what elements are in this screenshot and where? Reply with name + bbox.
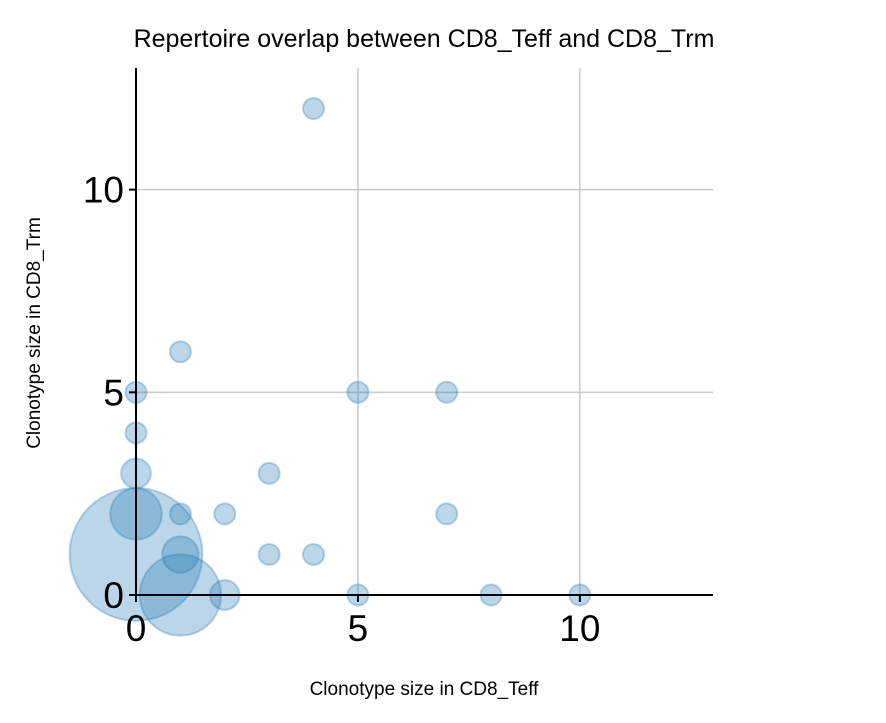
x-tick-label-0: 0: [126, 608, 147, 649]
data-point-4: [435, 380, 459, 404]
y-tick-label-10: 10: [83, 170, 124, 211]
data-point-7: [257, 461, 281, 485]
data-point-11: [435, 502, 459, 526]
y-tick-label-5: 5: [103, 372, 124, 413]
data-points: [68, 97, 592, 637]
data-point-15: [302, 542, 326, 566]
chart-title: Repertoire overlap between CD8_Teff and …: [134, 25, 715, 53]
data-point-0: [302, 97, 326, 121]
data-point-3: [346, 380, 370, 404]
data-point-9: [168, 502, 192, 526]
x-tick-label-5: 5: [348, 608, 369, 649]
y-tick-label-0: 0: [103, 575, 124, 616]
x-tick-label-10: 10: [559, 608, 600, 649]
data-point-14: [257, 542, 281, 566]
y-axis-label: Clonotype size in CD8_Trm: [24, 217, 45, 449]
data-point-13: [161, 535, 200, 574]
axis-ticks: 0 5 10 0 5 10: [83, 170, 601, 649]
data-point-10: [213, 502, 237, 526]
grid-lines: [136, 68, 713, 595]
data-point-1: [168, 340, 192, 364]
x-axis-label: Clonotype size in CD8_Teff: [310, 679, 540, 700]
